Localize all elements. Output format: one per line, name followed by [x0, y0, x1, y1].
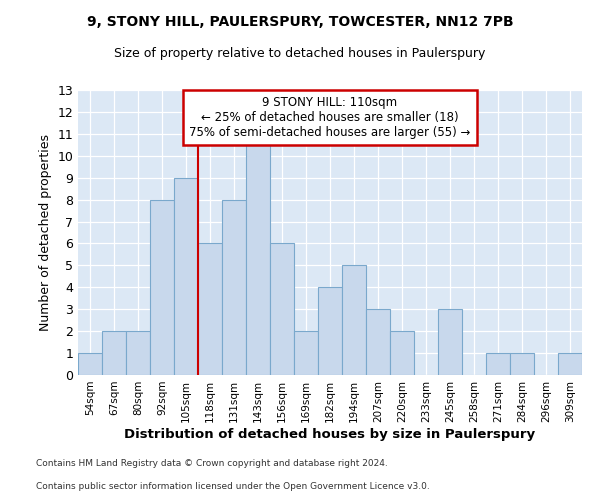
Bar [198, 244, 222, 375]
Text: Size of property relative to detached houses in Paulerspury: Size of property relative to detached ho… [115, 48, 485, 60]
Text: 9 STONY HILL: 110sqm
← 25% of detached houses are smaller (18)
75% of semi-detac: 9 STONY HILL: 110sqm ← 25% of detached h… [190, 96, 470, 138]
Bar [102, 331, 126, 375]
Bar [126, 331, 150, 375]
Bar [390, 331, 414, 375]
Text: Contains public sector information licensed under the Open Government Licence v3: Contains public sector information licen… [36, 482, 430, 491]
Y-axis label: Number of detached properties: Number of detached properties [39, 134, 52, 331]
Bar [486, 353, 510, 375]
Bar [366, 309, 390, 375]
Text: 9, STONY HILL, PAULERSPURY, TOWCESTER, NN12 7PB: 9, STONY HILL, PAULERSPURY, TOWCESTER, N… [86, 15, 514, 29]
Bar [174, 178, 198, 375]
Bar [294, 331, 318, 375]
Bar [342, 266, 366, 375]
Bar [270, 244, 294, 375]
Bar [246, 134, 270, 375]
Bar [318, 288, 342, 375]
Bar [150, 200, 174, 375]
Bar [78, 353, 102, 375]
Text: Contains HM Land Registry data © Crown copyright and database right 2024.: Contains HM Land Registry data © Crown c… [36, 458, 388, 468]
Bar [510, 353, 534, 375]
Bar [438, 309, 462, 375]
X-axis label: Distribution of detached houses by size in Paulerspury: Distribution of detached houses by size … [124, 428, 536, 440]
Bar [222, 200, 246, 375]
Bar [558, 353, 582, 375]
